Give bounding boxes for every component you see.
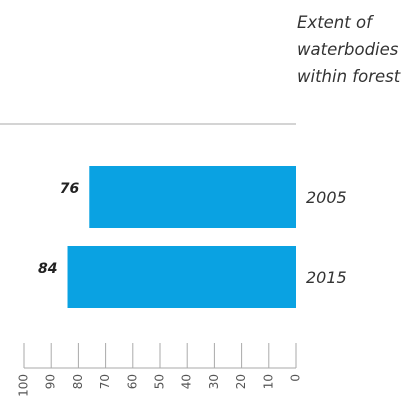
x-tick-label-0: 0 (289, 374, 303, 382)
year-label-2005: 2005 (306, 188, 347, 207)
x-tick-label-80: 80 (71, 374, 85, 389)
title-line-1: Extent of (297, 13, 374, 32)
title-line-2: waterbodies (297, 40, 399, 59)
x-tick-label-40: 40 (180, 374, 194, 389)
value-label-2005: 76 (60, 181, 80, 197)
year-label-2015: 2015 (306, 268, 347, 287)
x-tick-label-20: 20 (234, 374, 248, 389)
x-tick-label-60: 60 (125, 374, 139, 389)
x-tick-label-90: 90 (44, 374, 58, 389)
chart-title: Extent of waterbodies within forest (297, 13, 401, 86)
bar-group: 76 2005 84 2015 (38, 166, 347, 308)
x-tick-label-100: 100 (17, 374, 31, 397)
title-line-3: within forest (297, 67, 401, 86)
x-tick-label-70: 70 (98, 374, 112, 389)
x-axis: 100 90 80 70 60 50 40 30 20 10 0 (17, 343, 303, 397)
bar-2015 (67, 246, 297, 308)
x-tick-label-10: 10 (261, 374, 275, 389)
x-tick-label-30: 30 (207, 374, 221, 389)
bar-2005 (89, 166, 296, 228)
value-label-2015: 84 (38, 261, 57, 277)
x-tick-label-50: 50 (153, 374, 167, 389)
